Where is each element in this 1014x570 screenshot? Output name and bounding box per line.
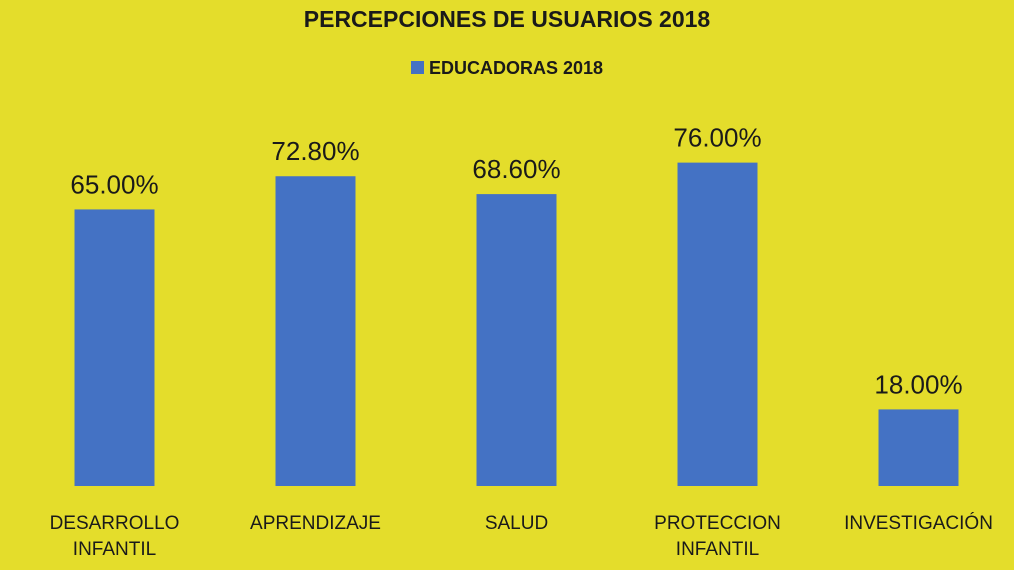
bar bbox=[677, 162, 758, 486]
data-label: 18.00% bbox=[874, 369, 962, 399]
x-tick-label: DESARROLLO INFANTIL bbox=[49, 513, 180, 560]
bar bbox=[878, 409, 959, 486]
data-label: 65.00% bbox=[70, 169, 158, 199]
data-label: 68.60% bbox=[472, 154, 560, 184]
x-tick-label: APRENDIZAJE bbox=[250, 513, 381, 534]
data-label: 72.80% bbox=[271, 136, 359, 166]
bar bbox=[74, 209, 155, 487]
x-tick-label: PROTECCION INFANTIL bbox=[654, 513, 781, 560]
legend-swatch bbox=[410, 61, 424, 74]
x-tick-label: SALUD bbox=[484, 513, 549, 534]
bar bbox=[275, 176, 356, 486]
chart-title: PERCEPCIONES DE USUARIOS 2018 bbox=[303, 6, 711, 32]
bar bbox=[476, 194, 557, 486]
x-tick-label: INVESTIGACIÓN bbox=[844, 513, 993, 534]
data-label: 76.00% bbox=[673, 123, 761, 153]
legend-label: EDUCADORAS 2018 bbox=[428, 58, 604, 78]
legend: EDUCADORAS 2018 bbox=[0, 58, 1014, 79]
